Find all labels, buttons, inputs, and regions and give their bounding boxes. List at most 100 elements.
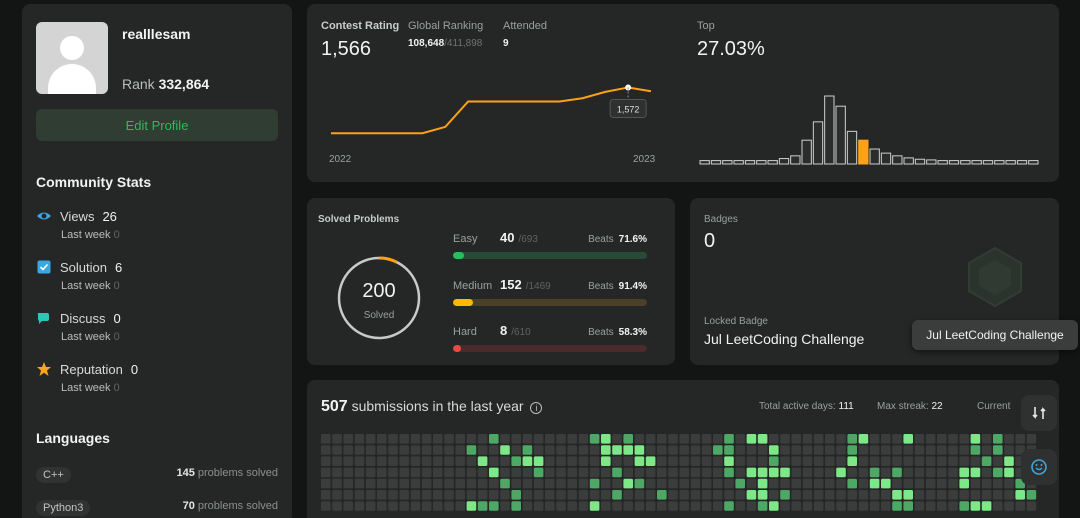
current-streak[interactable]: Current <box>977 401 1011 412</box>
histogram-bar <box>801 139 812 165</box>
heatmap-cell <box>634 445 645 455</box>
heatmap-cell <box>623 490 633 500</box>
language-name[interactable]: C++ <box>36 467 71 483</box>
heatmap-cell <box>892 490 902 500</box>
heatmap-cell <box>813 434 824 444</box>
difficulty-name: Hard <box>453 326 477 338</box>
heatmap-cell <box>556 478 566 489</box>
heatmap-cell <box>858 467 869 478</box>
difficulty-count: 40 <box>500 230 515 245</box>
histogram-bar <box>790 155 801 165</box>
contest-rating-value: 1,566 <box>321 38 372 60</box>
rating-histogram[interactable] <box>699 94 1041 166</box>
submission-heatmap[interactable] <box>321 434 1041 514</box>
heatmap-cell <box>511 456 521 466</box>
translate-button[interactable] <box>1021 395 1057 431</box>
heatmap-cell <box>802 434 813 444</box>
locked-badge-icon[interactable] <box>964 246 1026 308</box>
heatmap-cell <box>477 490 488 500</box>
heatmap-cell <box>825 478 835 489</box>
heatmap-cell <box>914 445 925 455</box>
heatmap-cell <box>1004 490 1014 500</box>
heatmap-cell <box>925 456 936 466</box>
heatmap-cell <box>948 478 958 489</box>
heatmap-cell <box>589 490 600 500</box>
heatmap-cell <box>869 434 880 444</box>
heatmap-cell <box>421 456 432 466</box>
heatmap-cell <box>444 445 454 455</box>
heatmap-cell <box>410 445 421 455</box>
heatmap-cell <box>354 467 365 478</box>
heatmap-cell <box>780 467 790 478</box>
heatmap-cell <box>690 456 701 466</box>
heatmap-cell <box>836 456 846 466</box>
heatmap-cell <box>522 456 533 466</box>
heatmap-cell <box>690 467 701 478</box>
heatmap-cell <box>601 445 611 455</box>
chat-icon <box>36 310 52 326</box>
heatmap-cell <box>925 434 936 444</box>
contest-rating-label: Contest Rating <box>321 20 400 32</box>
heatmap-cell <box>903 490 913 500</box>
heatmap-cell <box>690 445 701 455</box>
rating-line-chart[interactable]: 1,572 2022 2023 <box>321 66 671 176</box>
histogram-bar <box>778 158 790 165</box>
heatmap-cell <box>903 467 913 478</box>
smile-chat-icon <box>1031 459 1047 475</box>
heatmap-cell <box>735 434 745 444</box>
heatmap-cell <box>578 467 589 478</box>
heatmap-cell <box>511 490 521 500</box>
heatmap-cell <box>881 445 891 455</box>
solved-progress-ring[interactable] <box>337 256 421 340</box>
username: realllesam <box>122 26 191 42</box>
heatmap-cell <box>847 490 857 500</box>
edit-profile-button[interactable]: Edit Profile <box>36 109 278 141</box>
badges-card: Badges 0 Locked Badge Jul LeetCoding Cha… <box>690 198 1059 365</box>
heatmap-cell <box>410 434 421 444</box>
heatmap-cell <box>769 490 779 500</box>
heatmap-cell <box>881 501 891 511</box>
histogram-bar <box>710 160 722 165</box>
heatmap-cell <box>701 478 712 489</box>
heatmap-cell <box>612 434 622 444</box>
histogram-bar <box>722 160 733 165</box>
heatmap-cell <box>858 501 869 511</box>
heatmap-cell <box>455 501 465 511</box>
heatmap-cell <box>421 490 432 500</box>
heatmap-cell <box>724 490 734 500</box>
heatmap-cell <box>343 467 353 478</box>
feedback-button[interactable] <box>1021 449 1057 485</box>
heatmap-cell <box>388 434 398 444</box>
heatmap-cell <box>981 501 992 511</box>
heatmap-cell <box>993 456 1003 466</box>
avatar[interactable] <box>36 22 108 94</box>
rating-tooltip-value: 1,572 <box>617 104 640 114</box>
info-icon[interactable]: i <box>530 402 543 414</box>
heatmap-cell <box>645 490 656 500</box>
heatmap-cell <box>343 490 353 500</box>
heatmap-cell <box>825 501 835 511</box>
heatmap-cell <box>724 445 734 455</box>
heatmap-cell <box>466 490 477 500</box>
heatmap-cell <box>444 478 454 489</box>
heatmap-cell <box>354 478 365 489</box>
heatmap-cell <box>780 478 790 489</box>
heatmap-cell <box>365 490 376 500</box>
heatmap-cell <box>500 445 510 455</box>
profile-card: realllesam Rank 332,864 Edit Profile Com… <box>22 4 292 518</box>
stat-reputation-value: 0 <box>130 361 139 377</box>
heatmap-cell <box>522 490 533 500</box>
heatmap-cell <box>948 467 958 478</box>
submissions-heading: 507 submissions in the last year i <box>321 398 543 416</box>
heatmap-cell <box>489 434 499 444</box>
community-stats-title: Community Stats <box>36 174 152 190</box>
heatmap-cell <box>892 445 902 455</box>
heatmap-cell <box>735 490 745 500</box>
language-name[interactable]: Python3 <box>36 500 91 516</box>
heatmap-cell <box>601 456 611 466</box>
heatmap-cell <box>724 478 734 489</box>
heatmap-cell <box>522 478 533 489</box>
heatmap-cell <box>746 501 757 511</box>
heatmap-cell <box>645 501 656 511</box>
heatmap-cell <box>970 456 981 466</box>
